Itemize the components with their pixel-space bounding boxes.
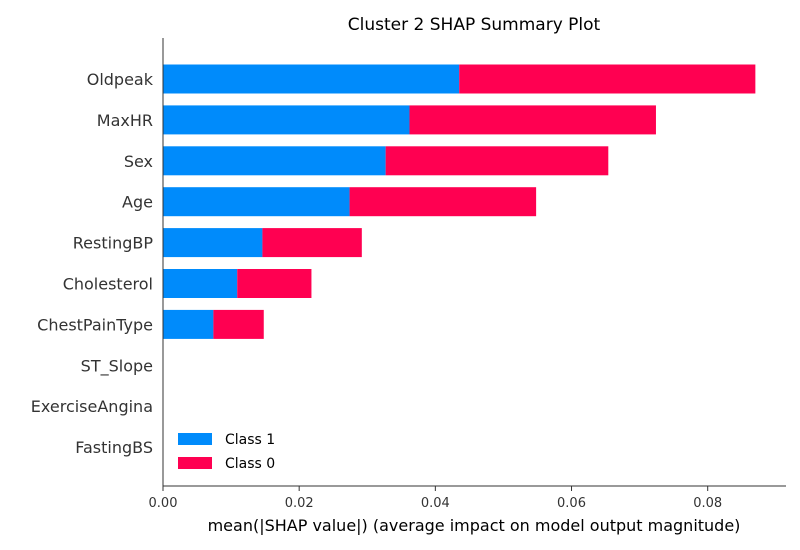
bar-age-series-1 <box>349 187 537 217</box>
category-label: FastingBS <box>75 438 153 457</box>
x-tick-label: 0.02 <box>285 496 314 511</box>
chart-title: Cluster 2 SHAP Summary Plot <box>348 15 601 35</box>
bar-oldpeak-series-0 <box>163 64 460 94</box>
bars-group <box>163 64 756 339</box>
bar-maxhr-series-1 <box>409 105 656 135</box>
bar-sex-series-1 <box>385 146 609 176</box>
legend-label: Class 0 <box>225 456 275 472</box>
x-axis-label: mean(|SHAP value|) (average impact on mo… <box>208 516 741 535</box>
bar-restingbp-series-0 <box>163 228 263 258</box>
bar-restingbp-series-1 <box>262 228 362 258</box>
category-label: Sex <box>124 152 153 171</box>
legend: Class 1 Class 0 <box>178 432 275 472</box>
category-label: RestingBP <box>73 234 154 253</box>
bar-oldpeak-series-1 <box>459 64 756 94</box>
bar-cholesterol-series-1 <box>237 269 312 298</box>
x-tick-label: 0.04 <box>421 496 450 511</box>
category-label: ST_Slope <box>81 356 153 376</box>
legend-swatch <box>178 457 212 469</box>
legend-swatch <box>178 433 212 445</box>
legend-label: Class 1 <box>225 432 275 448</box>
bar-cholesterol-series-0 <box>163 269 238 298</box>
x-tick-label: 0.00 <box>149 496 178 511</box>
category-label: Cholesterol <box>63 275 153 294</box>
category-labels: Oldpeak MaxHR Sex Age RestingBP Cholesterol Ch… <box>31 70 154 457</box>
x-axis-ticks: 0.00 0.02 0.04 0.06 0.08 <box>149 486 722 511</box>
bar-sex-series-0 <box>163 146 386 176</box>
category-label: Oldpeak <box>87 70 154 89</box>
x-tick-label: 0.08 <box>693 496 722 511</box>
category-label: Age <box>122 193 153 212</box>
x-tick-label: 0.06 <box>557 496 586 511</box>
category-label: ChestPainType <box>37 315 153 334</box>
bar-age-series-0 <box>163 187 350 217</box>
category-label: MaxHR <box>97 111 153 130</box>
category-label: ExerciseAngina <box>31 397 153 416</box>
bar-chestpaintype-series-1 <box>213 309 264 339</box>
bar-chestpaintype-series-0 <box>163 309 214 339</box>
bar-maxhr-series-0 <box>163 105 410 135</box>
